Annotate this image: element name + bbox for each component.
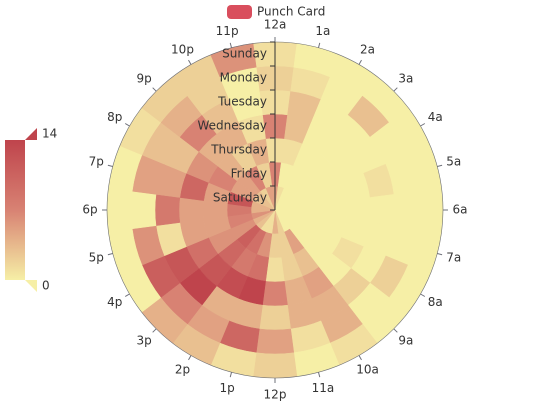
angle-label: 6p (82, 203, 97, 217)
heat-cell (178, 197, 204, 223)
angle-tick (437, 252, 443, 256)
angle-tick (107, 252, 113, 256)
angle-label: 4a (428, 110, 443, 124)
angle-tick (124, 293, 130, 297)
legend-swatch (227, 5, 252, 19)
visual-map-handle (25, 128, 37, 140)
angle-tick (358, 355, 362, 361)
angle-label: 1p (219, 381, 234, 395)
heat-cell (346, 197, 372, 223)
radius-label: Saturday (213, 191, 267, 205)
radius-label: Sunday (222, 47, 267, 61)
angle-label: 7p (89, 155, 104, 169)
visual-map-min: 0 (42, 279, 50, 293)
radius-label: Thursday (210, 143, 267, 157)
angle-label: 3p (137, 333, 152, 347)
angle-tick (317, 372, 321, 378)
visual-map-bar (5, 140, 25, 280)
angle-tick (420, 123, 426, 127)
angle-label: 9p (137, 72, 152, 86)
angle-tick (393, 87, 398, 92)
angle-label: 10a (356, 363, 379, 377)
heat-cell (130, 190, 157, 230)
angle-label: 2a (360, 42, 375, 56)
angle-label: 9a (398, 333, 413, 347)
angle-label: 6a (453, 203, 468, 217)
angle-tick (188, 355, 192, 361)
angle-label: 8a (428, 295, 443, 309)
heat-cell (154, 194, 181, 226)
angle-tick (152, 87, 157, 92)
heat-cell (255, 328, 295, 355)
angle-label: 4p (107, 295, 122, 309)
angle-label: 11p (216, 24, 239, 38)
heat-cell (259, 304, 291, 331)
angle-label: 8p (107, 110, 122, 124)
angle-label: 11a (312, 381, 335, 395)
angle-tick (229, 372, 233, 378)
angle-label: 7a (446, 250, 461, 264)
angle-label: 5p (89, 250, 104, 264)
angle-tick (358, 59, 362, 65)
visual-map-handle (25, 280, 37, 292)
angle-tick (437, 164, 443, 168)
angle-label: 1a (315, 24, 330, 38)
angle-tick (393, 328, 398, 333)
heat-cell (369, 194, 396, 226)
angle-label: 3a (398, 72, 413, 86)
legend[interactable]: Punch Card (227, 5, 325, 20)
angle-tick (420, 293, 426, 297)
heat-cell (393, 190, 420, 230)
heat-cell (252, 352, 298, 379)
radius-label: Monday (220, 71, 267, 85)
angle-tick (107, 164, 113, 168)
angle-tick (124, 123, 130, 127)
radius-label: Tuesday (217, 95, 267, 109)
angle-label: 12a (264, 18, 287, 32)
heat-cell (417, 187, 444, 233)
radius-label: Friday (231, 167, 267, 181)
angle-tick (229, 42, 233, 48)
angle-label: 10p (171, 42, 194, 56)
visual-map-max: 14 (42, 127, 57, 141)
angle-tick (152, 328, 157, 333)
angle-label: 5a (446, 155, 461, 169)
legend-label: Punch Card (257, 5, 325, 19)
heat-cell (262, 281, 288, 307)
angle-tick (188, 59, 192, 65)
heat-cell (106, 187, 133, 233)
angle-label: 2p (175, 363, 190, 377)
angle-label: 12p (264, 388, 287, 402)
angle-tick (317, 42, 321, 48)
radius-label: Wednesday (198, 119, 267, 133)
